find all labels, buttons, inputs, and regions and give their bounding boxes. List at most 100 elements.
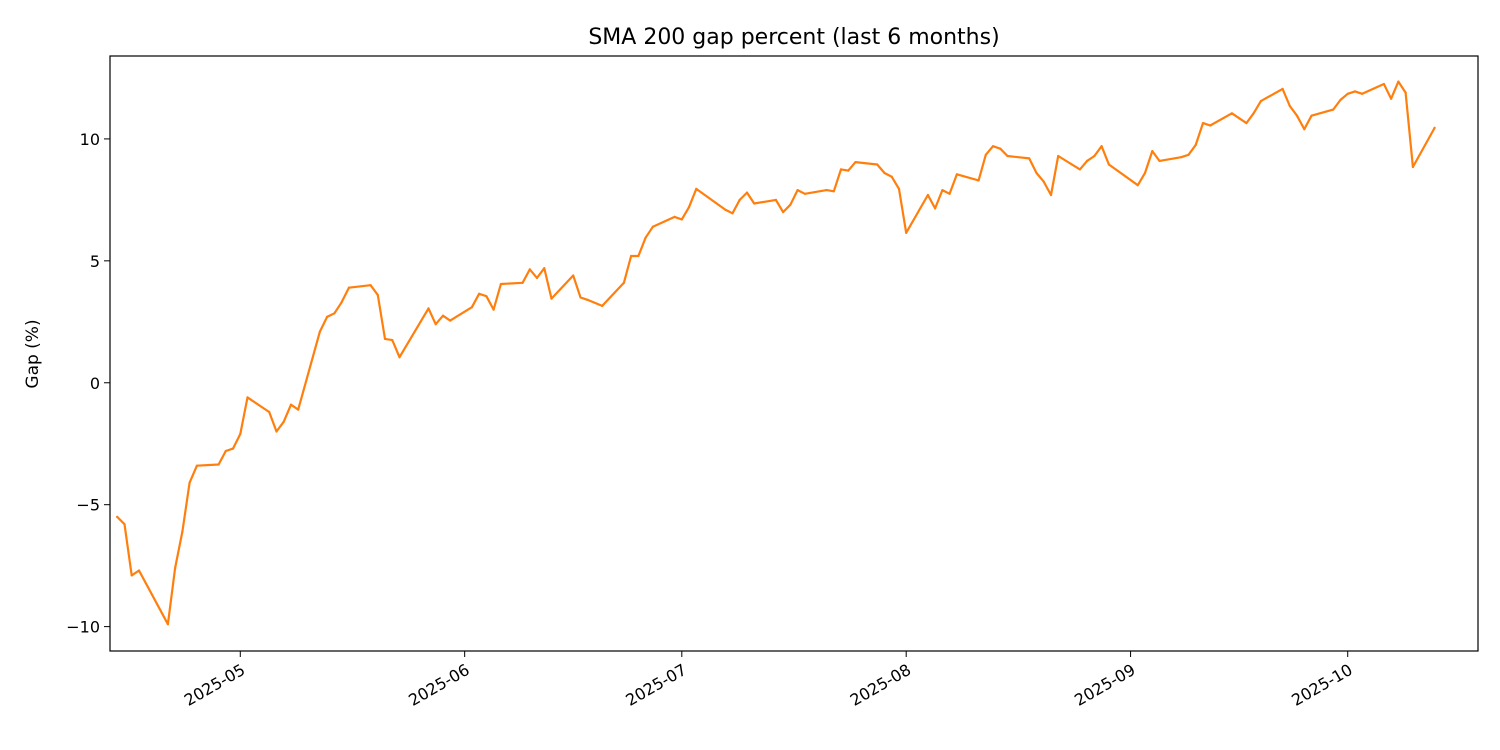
data-point (651, 225, 655, 228)
data-point (535, 276, 539, 279)
data-point (1093, 154, 1096, 158)
data-point (890, 175, 893, 178)
data-point (427, 307, 430, 310)
data-point (1049, 193, 1053, 197)
data-point (941, 189, 944, 192)
data-point (680, 218, 683, 221)
data-point (1332, 108, 1335, 111)
data-point (1382, 82, 1385, 86)
data-point (492, 308, 495, 311)
data-point (1252, 112, 1255, 115)
data-point (637, 254, 640, 258)
data-point (1035, 171, 1038, 175)
data-point (275, 430, 278, 433)
data-point (1339, 98, 1342, 101)
data-point (1259, 100, 1262, 103)
data-point (999, 147, 1002, 150)
chart-title: SMA 200 gap percent (last 6 months) (588, 25, 999, 50)
data-point (1042, 180, 1045, 183)
data-point (673, 215, 676, 218)
data-point (297, 408, 300, 411)
data-point (1028, 157, 1031, 160)
data-point (789, 203, 792, 206)
y-tick-label: −5 (76, 496, 100, 515)
data-point (1209, 124, 1212, 127)
data-point (181, 530, 184, 533)
data-point (1230, 112, 1233, 115)
data-point (695, 187, 698, 190)
y-tick-label: 0 (90, 374, 100, 393)
data-point (847, 169, 850, 172)
data-point (796, 189, 799, 192)
y-tick-label: 5 (90, 252, 100, 271)
data-point (246, 396, 249, 399)
plot-frame (109, 55, 1479, 652)
data-point (991, 145, 995, 148)
data-point (434, 323, 437, 326)
y-axis-label: Gap (%) (23, 319, 43, 388)
data-point (1295, 114, 1299, 117)
data-point (1100, 145, 1103, 148)
data-point (934, 207, 937, 210)
y-tick-label: 10 (80, 130, 100, 149)
data-point (1303, 128, 1306, 131)
x-tick-label: 2025-10 (1288, 660, 1355, 710)
data-point (1310, 114, 1313, 117)
data-point (521, 281, 524, 284)
data-point (347, 286, 350, 289)
data-point (1433, 126, 1436, 129)
data-point (398, 356, 401, 359)
data-point (326, 315, 329, 318)
data-point (854, 161, 857, 164)
series-line (116, 80, 1436, 626)
data-point (137, 569, 141, 572)
data-point (282, 420, 285, 423)
data-point (166, 623, 169, 626)
data-point (926, 193, 930, 197)
data-point (782, 211, 785, 214)
data-point (948, 192, 951, 195)
data-point (1411, 165, 1414, 169)
data-point (470, 306, 473, 309)
data-point (738, 198, 741, 201)
x-tick-label: 2025-09 (1071, 660, 1138, 710)
y-tick-label: −10 (66, 618, 100, 637)
data-point (231, 447, 235, 450)
data-point (687, 206, 691, 209)
x-tick-label: 2025-07 (622, 660, 689, 710)
data-point (1346, 92, 1349, 95)
data-point (955, 173, 959, 176)
data-point (376, 293, 379, 297)
data-point (1194, 143, 1197, 147)
data-point (1281, 87, 1284, 90)
data-point (1238, 117, 1241, 120)
data-point (528, 268, 531, 271)
data-point (630, 254, 633, 258)
data-point (1404, 91, 1407, 94)
data-point (1057, 154, 1060, 158)
data-point (883, 171, 886, 175)
data-point (1151, 150, 1154, 153)
x-axis-ticks: 2025-05 2025-06 2025-07 2025-08 2025-09 2025-… (181, 651, 1356, 710)
data-point (333, 312, 336, 315)
data-point (905, 231, 908, 234)
data-point (1361, 92, 1364, 95)
data-point (876, 163, 879, 166)
data-point (1086, 159, 1089, 162)
data-point (485, 295, 488, 298)
data-point (340, 301, 343, 304)
y-axis-ticks: 10 5 0 −5 −10 (66, 130, 110, 637)
data-point (1107, 163, 1110, 166)
data-point (1390, 97, 1393, 100)
data-point (745, 191, 749, 194)
data-point (239, 432, 242, 436)
data-point (803, 192, 807, 195)
data-point (116, 515, 119, 519)
data-point (130, 574, 133, 577)
data-point (586, 298, 589, 301)
data-point (977, 179, 980, 182)
data-point (753, 202, 756, 205)
data-point (188, 481, 191, 484)
data-point (839, 168, 843, 171)
